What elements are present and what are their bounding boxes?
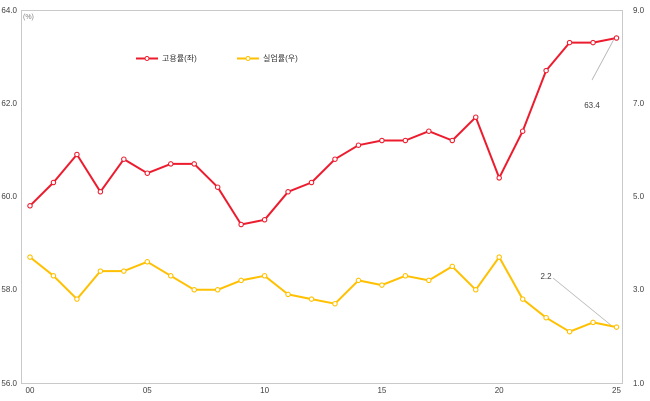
- data-point-marker[interactable]: [355, 142, 362, 148]
- data-point-marker[interactable]: [168, 273, 174, 279]
- data-point-marker[interactable]: [27, 254, 33, 260]
- data-point-marker[interactable]: [121, 156, 127, 162]
- data-point-marker[interactable]: [50, 179, 57, 186]
- data-point-marker[interactable]: [308, 179, 315, 186]
- axis-tick-label: 5.0: [633, 192, 645, 201]
- data-point-marker[interactable]: [27, 203, 33, 209]
- legend-item-employment[interactable]: 고용률(좌): [135, 53, 197, 64]
- legend-marker-unemployment: [237, 55, 259, 62]
- data-point-marker[interactable]: [426, 277, 432, 284]
- data-point-marker[interactable]: [144, 259, 151, 265]
- data-point-marker[interactable]: [496, 254, 502, 260]
- data-point-marker[interactable]: [74, 151, 80, 158]
- data-point-marker[interactable]: [449, 137, 456, 144]
- data-point-marker[interactable]: [285, 189, 291, 195]
- axis-tick-label: 25: [612, 386, 621, 395]
- left-axis-unit-label: (%): [23, 14, 34, 21]
- data-point-marker[interactable]: [613, 35, 620, 41]
- data-point-marker[interactable]: [50, 273, 57, 279]
- annotation-leader-line: [552, 277, 613, 327]
- axis-tick-label: 00: [25, 386, 35, 395]
- data-point-marker[interactable]: [402, 137, 409, 144]
- axis-tick-label: 58.0: [1, 285, 17, 295]
- axis-tick-label: 60.0: [1, 192, 17, 201]
- data-point-marker[interactable]: [590, 39, 596, 46]
- data-point-marker[interactable]: [379, 282, 385, 288]
- annotation-unemployment-last: 2.2: [540, 272, 552, 281]
- axis-tick-label: 1.0: [633, 378, 645, 388]
- plot-border: [21, 10, 623, 384]
- data-point-marker[interactable]: [214, 184, 221, 190]
- data-point-marker[interactable]: [308, 296, 315, 302]
- data-point-marker[interactable]: [238, 277, 244, 284]
- legend-item-unemployment[interactable]: 실업률(우): [236, 53, 298, 64]
- data-point-marker[interactable]: [214, 287, 221, 293]
- legend-marker-employment: [136, 55, 158, 62]
- axis-tick-label: 62.0: [1, 98, 17, 108]
- axis-tick-label: 15: [377, 386, 387, 395]
- data-point-marker[interactable]: [191, 161, 197, 167]
- annotation-employment-last: 63.4: [584, 101, 600, 110]
- axis-tick-label: 56.0: [1, 378, 17, 388]
- data-point-marker[interactable]: [121, 268, 127, 274]
- series-line-0: [29, 37, 618, 226]
- axis-tick-label: 10: [260, 386, 270, 395]
- axis-tick-label: 3.0: [633, 285, 645, 295]
- data-point-marker[interactable]: [613, 324, 620, 330]
- data-point-marker[interactable]: [496, 175, 502, 181]
- data-point-marker[interactable]: [97, 268, 104, 274]
- data-point-marker[interactable]: [566, 328, 573, 335]
- data-point-marker[interactable]: [144, 170, 151, 176]
- data-point-marker[interactable]: [472, 287, 479, 293]
- series-line-1: [29, 256, 618, 333]
- data-point-marker[interactable]: [566, 39, 573, 46]
- data-point-marker[interactable]: [590, 319, 596, 326]
- data-point-marker[interactable]: [261, 217, 268, 223]
- data-point-marker[interactable]: [238, 221, 244, 228]
- data-point-marker[interactable]: [543, 67, 549, 74]
- data-point-marker[interactable]: [74, 296, 80, 302]
- data-point-marker[interactable]: [519, 128, 526, 134]
- axis-tick-label: 7.0: [633, 98, 645, 108]
- data-point-marker[interactable]: [97, 189, 104, 195]
- data-point-marker[interactable]: [449, 263, 456, 270]
- annotation-leader-line: [591, 39, 614, 81]
- axis-tick-label: 20: [494, 386, 504, 395]
- data-point-marker[interactable]: [543, 314, 549, 321]
- data-point-marker[interactable]: [402, 273, 409, 279]
- data-point-marker[interactable]: [379, 137, 385, 144]
- data-point-marker[interactable]: [426, 128, 432, 134]
- legend-label-employment: 고용률(좌): [162, 54, 197, 63]
- data-point-marker[interactable]: [168, 161, 174, 167]
- data-point-marker[interactable]: [472, 114, 479, 120]
- data-point-marker[interactable]: [519, 296, 526, 302]
- legend-label-unemployment: 실업률(우): [263, 54, 298, 63]
- axis-tick-label: 05: [142, 386, 152, 395]
- axis-tick-label: 9.0: [633, 5, 645, 15]
- data-point-marker[interactable]: [191, 287, 197, 293]
- data-point-marker[interactable]: [332, 156, 338, 162]
- data-point-marker[interactable]: [355, 277, 362, 284]
- data-point-marker[interactable]: [261, 273, 268, 279]
- data-point-marker[interactable]: [332, 300, 338, 307]
- data-point-marker[interactable]: [285, 291, 291, 298]
- axis-tick-label: 64.0: [1, 5, 17, 15]
